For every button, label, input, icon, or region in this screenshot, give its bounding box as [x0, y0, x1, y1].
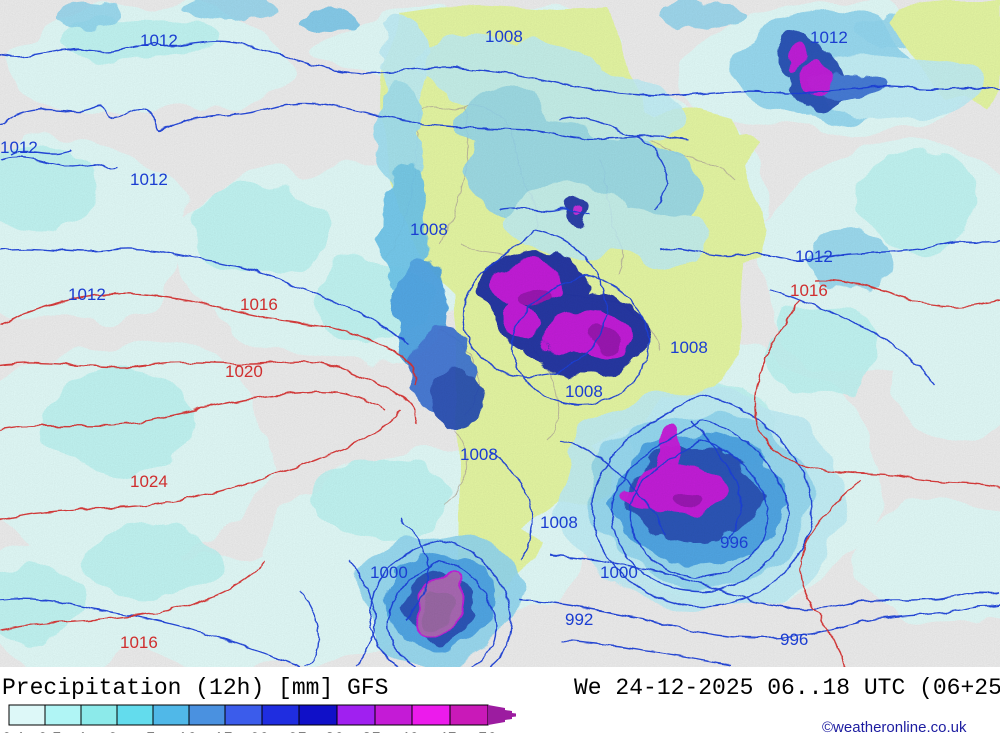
svg-text:35: 35 [362, 729, 381, 733]
svg-text:0.1: 0.1 [2, 729, 26, 733]
svg-text:20: 20 [250, 729, 269, 733]
svg-text:1: 1 [78, 729, 87, 733]
svg-text:2: 2 [108, 729, 117, 733]
svg-text:30: 30 [325, 729, 344, 733]
svg-text:45: 45 [438, 729, 457, 733]
svg-text:10: 10 [178, 729, 197, 733]
svg-text:25: 25 [288, 729, 307, 733]
svg-text:40: 40 [400, 729, 419, 733]
svg-text:15: 15 [214, 729, 233, 733]
svg-text:50: 50 [478, 729, 497, 733]
svg-text:5: 5 [146, 729, 155, 733]
svg-text:0.5: 0.5 [38, 729, 62, 733]
